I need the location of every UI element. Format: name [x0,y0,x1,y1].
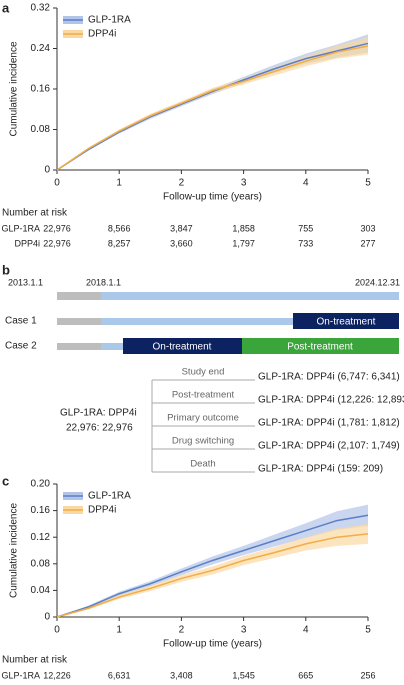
y-tick-label: 0.12 [31,532,51,543]
risk-count: 8,566 [108,223,131,233]
y-tick-label: 0.24 [31,43,51,54]
risk-count: 733 [298,238,313,248]
outcome-label: Post-treatment [172,390,235,401]
risk-count: 22,976 [43,238,71,248]
x-tick-label: 3 [241,178,247,189]
risk-count: 665 [298,670,313,680]
risk-count: 12,226 [43,670,71,680]
on-treatment-bar [123,338,242,354]
outcome-label: Primary outcome [167,413,239,424]
date-label: 2018.1.1 [86,277,121,287]
study-period [101,292,399,300]
y-tick-label: 0.16 [31,84,51,95]
risk-row-name: GLP-1RA [1,223,40,233]
series-line [56,42,369,171]
y-tick-label: 0.16 [31,505,51,516]
risk-count: 3,847 [170,223,193,233]
x-tick-label: 5 [365,178,371,189]
outcome-label: Drug switching [172,436,234,447]
risk-count: 277 [360,238,375,248]
legend-label: DPP4i [88,505,116,516]
y-tick-label: 0.20 [31,479,51,490]
y-axis-label: Cumulative incidence [9,503,20,598]
x-tick-label: 5 [365,625,371,636]
date-label: 2024.12.31 [355,277,400,287]
x-tick-label: 4 [303,178,309,189]
x-axis-label: Follow-up time (years) [163,639,262,650]
x-tick-label: 3 [241,625,247,636]
series-line [56,533,369,618]
date-label: 2013.1.1 [8,277,43,287]
risk-table-title: Number at risk [2,208,68,219]
risk-count: 1,858 [232,223,255,233]
risk-count: 22,976 [43,223,71,233]
risk-count: 1,797 [232,238,255,248]
cohort-label: GLP-1RA: DPP4i [60,408,137,419]
y-tick-label: 0.08 [31,124,51,135]
confidence-band [57,37,368,170]
outcome-result: GLP-1RA: DPP4i (159: 209) [258,464,383,475]
panel-label: c [2,473,9,488]
risk-count: 303 [360,223,375,233]
risk-count: 755 [298,223,313,233]
x-tick-label: 0 [54,625,60,636]
pre-period [57,343,101,350]
x-tick-label: 1 [116,178,122,189]
case-label: Case 1 [5,316,37,327]
y-tick-label: 0.08 [31,558,51,569]
risk-count: 3,660 [170,238,193,248]
y-tick-label: 0.32 [31,3,51,14]
x-tick-label: 1 [116,625,122,636]
on-treatment-bar [293,313,399,329]
follow-up [101,318,293,325]
segment-label: On-treatment [317,317,376,328]
cohort-count: 22,976: 22,976 [66,423,133,434]
pre-period [57,318,101,325]
outcome-result: GLP-1RA: DPP4i (2,107: 1,749) [258,441,400,452]
x-tick-label: 4 [303,625,309,636]
y-tick-label: 0.04 [31,585,51,596]
risk-row-name: GLP-1RA [1,670,40,680]
outcome-label: Study end [182,367,225,378]
segment-label: On-treatment [153,342,212,353]
x-axis-label: Follow-up time (years) [163,192,262,203]
panel-label: b [2,262,10,277]
risk-count: 6,631 [108,670,131,680]
case-label: Case 2 [5,341,37,352]
y-axis-label: Cumulative incidence [9,41,20,136]
series-line [56,45,369,171]
x-tick-label: 2 [179,625,185,636]
legend-label: GLP-1RA [88,491,131,502]
legend-label: GLP-1RA [88,15,131,26]
risk-count: 8,257 [108,238,131,248]
x-tick-label: 2 [179,178,185,189]
y-tick-label: 0 [44,165,50,176]
segment-label: Post-treatment [287,342,353,353]
x-tick-label: 0 [54,178,60,189]
outcome-label: Death [190,459,215,470]
outcome-result: GLP-1RA: DPP4i (6,747: 6,341) [258,372,400,383]
risk-table-title: Number at risk [2,655,68,666]
panel-label: a [2,0,10,15]
risk-count: 1,545 [232,670,255,680]
post-treatment-bar [242,338,399,354]
risk-row-name: DPP4i [14,238,40,248]
pre-period [57,292,101,300]
risk-count: 3,408 [170,670,193,680]
legend-label: DPP4i [88,29,116,40]
outcome-result: GLP-1RA: DPP4i (12,226: 12,893) [258,395,404,406]
risk-count: 256 [360,670,375,680]
y-tick-label: 0 [44,612,50,623]
series-line [56,514,369,618]
follow-up [101,343,123,350]
outcome-result: GLP-1RA: DPP4i (1,781: 1,812) [258,418,400,429]
